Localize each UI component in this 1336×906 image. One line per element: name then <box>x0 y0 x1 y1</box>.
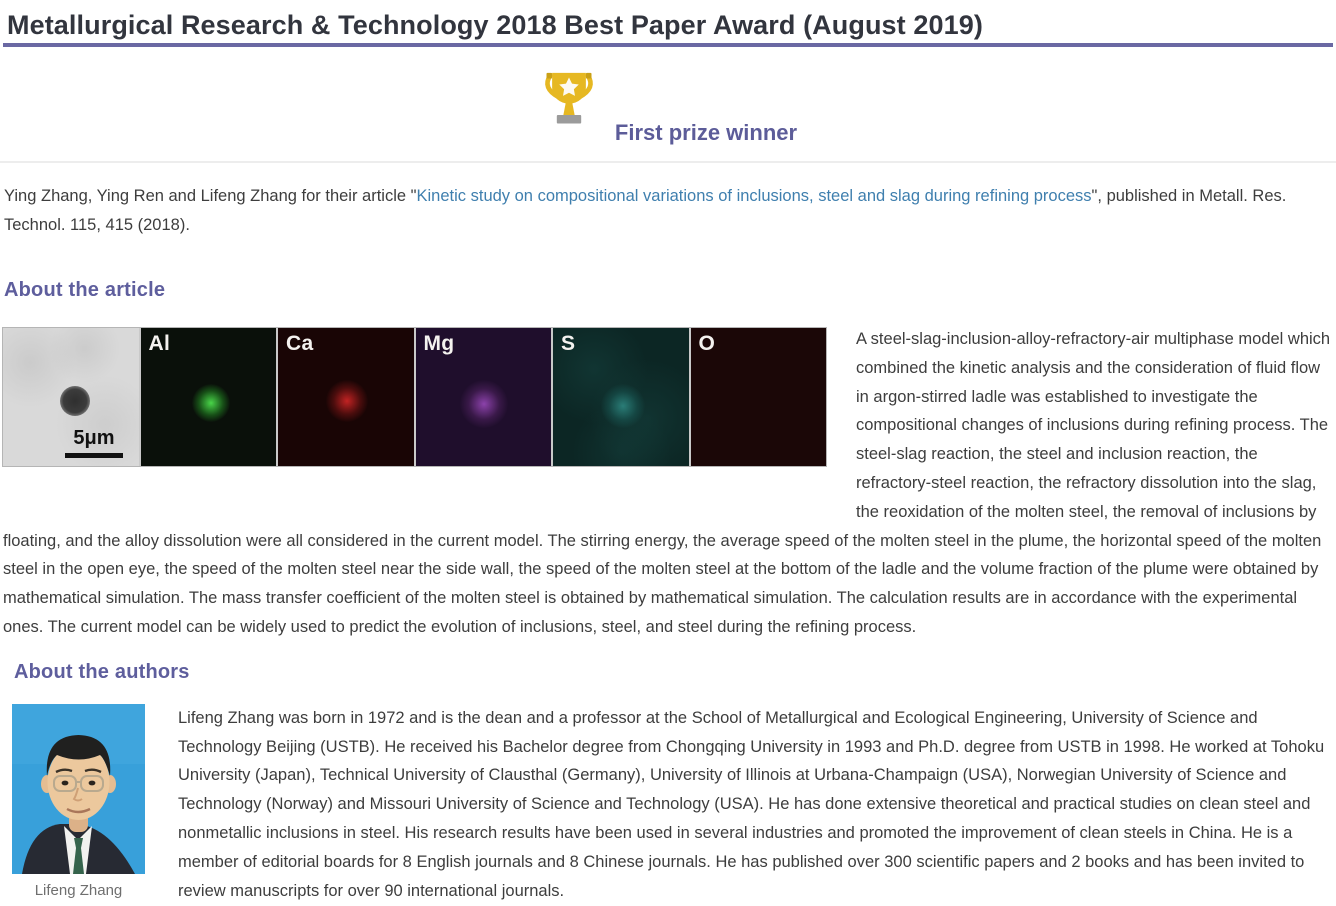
about-article-section: 5μm Al Ca Mg S <box>2 325 1333 642</box>
author-photo-card: Lifeng Zhang <box>12 703 145 900</box>
panel-label-mg: Mg <box>423 332 455 355</box>
panel-label-al: Al <box>148 332 171 355</box>
page-title: Metallurgical Research & Technology 2018… <box>7 10 983 40</box>
inclusion-eds-figure: 5μm Al Ca Mg S <box>2 327 827 467</box>
announcement: Ying Zhang, Ying Ren and Lifeng Zhang fo… <box>3 182 1333 240</box>
article-abstract: A steel-slag-inclusion-alloy-refractory-… <box>3 330 1331 636</box>
scale-label: 5μm <box>73 427 115 449</box>
title-divider <box>3 43 1333 47</box>
inclusion-particle <box>60 386 90 416</box>
panel-label-s: S <box>561 332 576 355</box>
scale-group: 5μm <box>65 427 123 458</box>
about-authors-section: Lifeng Zhang Lifeng Zhang was born in 19… <box>3 703 1333 906</box>
about-article-heading: About the article <box>4 279 166 301</box>
author-photo <box>12 703 145 874</box>
panel-label-ca: Ca <box>286 332 314 355</box>
eds-panel-s: S <box>553 328 689 466</box>
al-signal-dot <box>191 384 230 422</box>
author-caption: Lifeng Zhang <box>34 881 123 899</box>
s-signal-dot <box>601 384 645 428</box>
section-divider <box>0 161 1336 163</box>
prize-label: First prize winner <box>614 120 798 145</box>
prize-banner: First prize winner <box>3 72 1333 148</box>
author-bio: Lifeng Zhang was born in 1972 and is the… <box>178 708 1325 900</box>
mg-signal-dot <box>459 380 508 428</box>
announcement-text-before: Ying Zhang, Ying Ren and Lifeng Zhang fo… <box>4 187 417 205</box>
eds-panel-o: O <box>690 328 826 466</box>
article-link[interactable]: Kinetic study on compositional variation… <box>416 187 1092 205</box>
eds-panel-al: Al <box>140 328 276 466</box>
announcement-text-after: ", published in Metall. Res. Technol. 11… <box>4 187 1287 234</box>
about-authors-heading: About the authors <box>14 660 190 683</box>
eds-panel-mg: Mg <box>415 328 551 466</box>
panel-label-o: O <box>698 332 716 355</box>
ca-signal-dot <box>326 380 368 422</box>
sem-panel: 5μm <box>3 328 139 466</box>
eds-panel-ca: Ca <box>278 328 414 466</box>
trophy-icon <box>539 69 599 136</box>
scale-bar <box>65 453 123 458</box>
